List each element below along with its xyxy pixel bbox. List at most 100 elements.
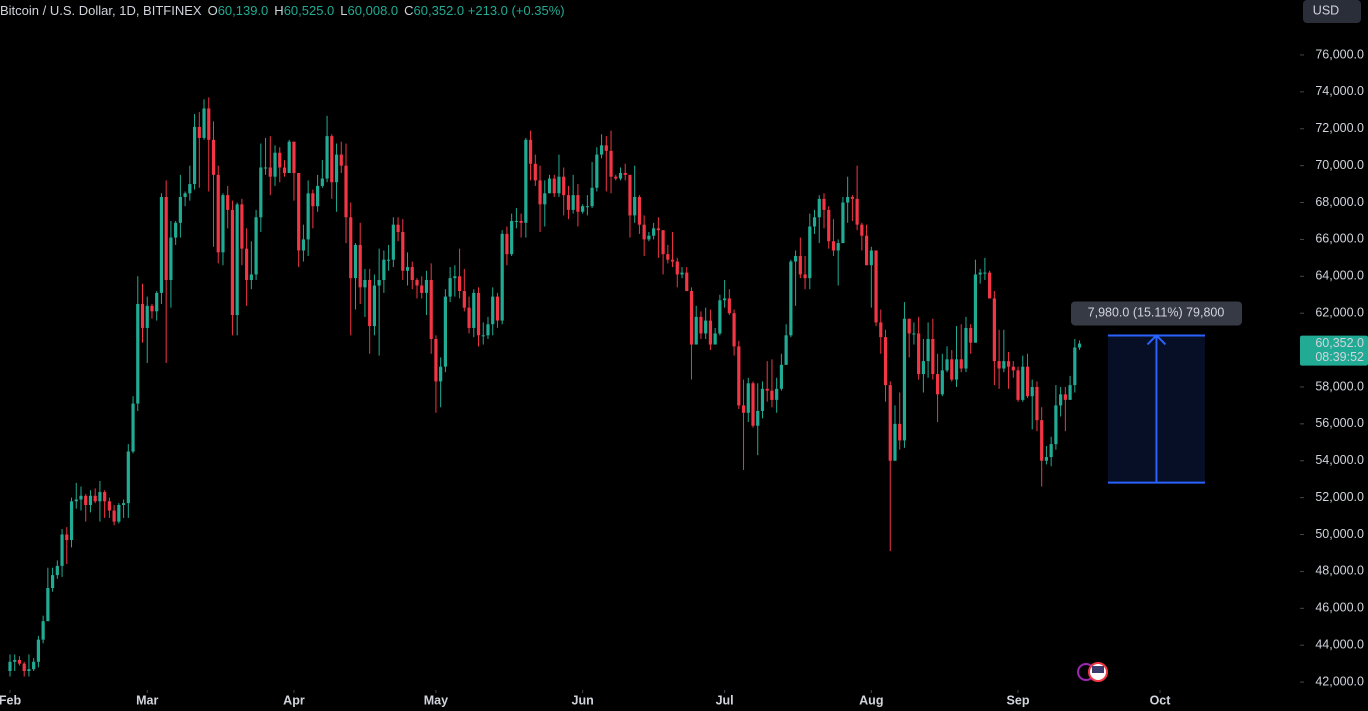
candle-body <box>131 403 135 452</box>
candle-body <box>846 196 850 203</box>
candle-body <box>675 261 679 275</box>
candle-body <box>121 503 126 506</box>
candle-body <box>316 185 320 207</box>
candle-body <box>245 248 249 280</box>
candle-body <box>159 196 164 293</box>
ohlc-key: C <box>404 3 414 18</box>
candle-body <box>860 224 864 236</box>
currency-button[interactable] <box>1303 0 1361 23</box>
candle-body <box>306 193 310 240</box>
candle-body <box>273 152 277 177</box>
candle-body <box>1040 420 1044 461</box>
candle-body <box>528 139 533 164</box>
candle-body <box>732 313 736 347</box>
candle-body <box>41 621 45 640</box>
y-tick-label: 44,000.0 <box>1315 637 1364 651</box>
candle-body <box>32 661 36 670</box>
candle-body <box>462 291 466 308</box>
x-tick-label: Jul <box>716 693 734 707</box>
last-price-badge <box>1300 335 1368 366</box>
candle-body <box>898 423 902 441</box>
candle-body <box>704 320 708 334</box>
candle-body <box>969 327 973 343</box>
candle-body <box>737 346 741 406</box>
candle-body <box>637 196 642 225</box>
x-tick-label: Oct <box>1150 693 1172 707</box>
candle-body <box>964 327 968 369</box>
candle-body <box>917 333 921 375</box>
candle-body <box>983 272 987 274</box>
events-icon[interactable] <box>1077 662 1108 682</box>
candle-body <box>779 364 783 389</box>
candle-body <box>585 206 589 208</box>
candle-body <box>481 335 485 337</box>
candle-body <box>98 492 102 502</box>
candle-body <box>50 575 55 589</box>
candle-body <box>55 565 59 576</box>
candle-body <box>334 154 339 183</box>
candle-body <box>1044 457 1049 461</box>
candle-body <box>358 244 362 288</box>
candle-body <box>552 178 556 194</box>
candle-body <box>1025 366 1030 397</box>
candle-body <box>817 198 821 218</box>
x-tick-label: Feb <box>0 693 21 707</box>
candle-body <box>614 176 618 179</box>
candle-body <box>940 370 944 395</box>
candle-body <box>571 195 575 210</box>
candle-body <box>670 259 675 262</box>
candle-body <box>756 410 760 426</box>
candle-body <box>93 495 97 502</box>
ohlc-key: L <box>340 3 348 18</box>
candle-body <box>1063 394 1067 400</box>
candle-body <box>713 333 717 345</box>
candle-body <box>689 291 694 345</box>
candle-body <box>259 167 263 218</box>
y-tick-label: 66,000.0 <box>1315 232 1364 246</box>
y-tick-label: 56,000.0 <box>1315 416 1364 430</box>
candle-body <box>235 204 239 316</box>
candle-body <box>443 296 447 367</box>
candle-body <box>547 178 552 194</box>
candle-body <box>434 339 438 382</box>
candle-body <box>1054 405 1058 445</box>
candle-body <box>377 279 381 286</box>
candle-body <box>263 167 268 169</box>
candle-body <box>902 318 907 441</box>
candle-body <box>22 663 26 672</box>
candle-body <box>850 196 854 199</box>
candle-body <box>855 198 859 225</box>
candle-body <box>207 108 211 140</box>
candle-body <box>827 209 831 242</box>
candle-body <box>727 298 731 314</box>
candle-body <box>1077 343 1082 348</box>
y-tick-label: 62,000.0 <box>1315 305 1364 319</box>
candle-body <box>879 322 883 338</box>
currency-label[interactable]: USD <box>1313 3 1339 17</box>
y-tick-label: 54,000.0 <box>1315 453 1364 467</box>
candle-body <box>869 250 873 266</box>
candle-body <box>746 383 750 413</box>
candle-body <box>278 152 282 168</box>
candle-body <box>391 224 395 260</box>
y-tick-label: 52,000.0 <box>1315 490 1364 504</box>
candle-body <box>992 298 996 362</box>
candle-body <box>495 296 500 321</box>
candle-body <box>150 305 154 312</box>
candle-body <box>694 316 698 345</box>
candle-body <box>349 217 353 279</box>
candle-body <box>500 233 504 321</box>
candle-body <box>590 187 594 207</box>
candle-body <box>751 383 755 426</box>
candle-body <box>415 279 419 286</box>
candle-body <box>325 136 329 179</box>
candle-body <box>467 307 471 328</box>
candle-body <box>424 279 429 293</box>
candle-body <box>491 296 495 325</box>
candle-body <box>439 366 443 382</box>
candle-body <box>169 237 173 280</box>
candle-body <box>907 318 911 334</box>
candle-body <box>1049 444 1053 458</box>
candle-body <box>770 390 774 400</box>
